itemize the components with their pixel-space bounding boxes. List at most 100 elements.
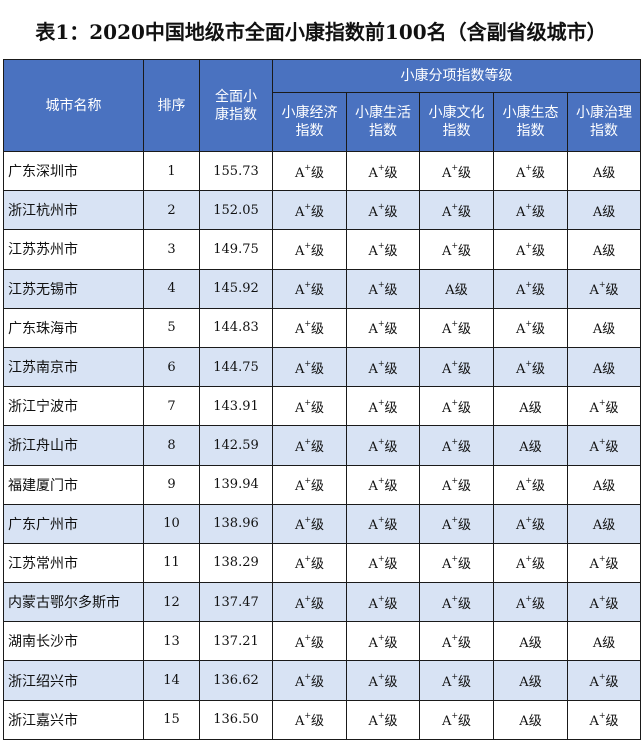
grade-cell: A+级 <box>272 268 347 309</box>
table-body: 广东深圳市 1 155.73 A+级 A+级 A+级 A+级 A级 浙江杭州市 2 152.05 A+… <box>3 150 642 740</box>
index-cell: 145.92 <box>199 268 273 309</box>
grade-cell: A+级 <box>272 503 347 544</box>
index-cell: 144.83 <box>199 307 273 348</box>
grade-cell: A+级 <box>346 268 420 309</box>
grade-cell: A+级 <box>419 464 494 505</box>
grade-cell: A+级 <box>419 150 494 192</box>
grade-cell: A级 <box>566 190 642 231</box>
index-cell: 138.96 <box>199 503 273 544</box>
grade-cell: A+级 <box>419 582 494 623</box>
grade-cell: A+级 <box>346 425 420 466</box>
grade-cell: A级 <box>566 229 642 270</box>
grade-cell: A+级 <box>272 229 347 270</box>
header-sub-label: 小康经济指数 <box>281 105 338 139</box>
header-rank: 排序 <box>143 59 200 152</box>
grade-cell: A+级 <box>566 425 642 466</box>
grade-cell: A+级 <box>493 229 568 270</box>
city-name-cell: 内蒙古鄂尔多斯市 <box>3 582 144 623</box>
grade-cell: A+级 <box>346 621 420 662</box>
grade-cell: A级 <box>493 386 568 427</box>
grade-cell: A+级 <box>346 582 420 623</box>
grade-cell: A+级 <box>493 464 568 505</box>
grade-cell: A+级 <box>419 621 494 662</box>
city-name-cell: 湖南长沙市 <box>3 621 144 662</box>
grade-cell: A+级 <box>419 346 494 388</box>
grade-cell: A+级 <box>346 386 420 427</box>
rank-cell: 5 <box>143 307 200 348</box>
table-row: 广东深圳市 1 155.73 A+级 A+级 A+级 A+级 A级 <box>3 150 642 192</box>
grade-cell: A+级 <box>566 542 642 584</box>
grade-cell: A+级 <box>419 229 494 270</box>
table-row: 浙江杭州市 2 152.05 A+级 A+级 A+级 A+级 A级 <box>3 190 642 231</box>
rank-cell: 10 <box>143 503 200 544</box>
index-cell: 136.62 <box>199 660 273 701</box>
table-row: 福建厦门市 9 139.94 A+级 A+级 A+级 A+级 A级 <box>3 464 642 505</box>
index-cell: 137.47 <box>199 582 273 623</box>
grade-cell: A+级 <box>566 268 642 309</box>
header-sub-label: 小康治理指数 <box>576 105 633 139</box>
grade-cell: A+级 <box>272 699 347 740</box>
city-name-cell: 江苏苏州市 <box>3 229 144 270</box>
grade-cell: A级 <box>493 621 568 662</box>
rank-cell: 8 <box>143 425 200 466</box>
header-sub-governance: 小康治理指数 <box>566 92 642 152</box>
grade-cell: A+级 <box>272 346 347 388</box>
grade-cell: A级 <box>419 268 494 309</box>
grade-cell: A+级 <box>346 346 420 388</box>
grade-cell: A+级 <box>493 307 568 348</box>
grade-cell: A+级 <box>419 699 494 740</box>
table-title: 表1：2020中国地级市全面小康指数前100名（含副省级城市） <box>35 20 607 44</box>
rank-cell: 2 <box>143 190 200 231</box>
grade-cell: A+级 <box>272 542 347 584</box>
table-row: 浙江宁波市 7 143.91 A+级 A+级 A+级 A级 A+级 <box>3 386 642 427</box>
header-sub-economy: 小康经济指数 <box>272 92 347 152</box>
index-cell: 152.05 <box>199 190 273 231</box>
grade-cell: A+级 <box>419 425 494 466</box>
grade-cell: A级 <box>566 150 642 192</box>
grade-cell: A+级 <box>346 229 420 270</box>
header-sub-label: 小康文化指数 <box>428 105 485 139</box>
table-row: 内蒙古鄂尔多斯市 12 137.47 A+级 A+级 A+级 A+级 A+级 <box>3 582 642 623</box>
grade-cell: A+级 <box>272 307 347 348</box>
grade-cell: A+级 <box>566 386 642 427</box>
city-name-cell: 浙江舟山市 <box>3 425 144 466</box>
table-row: 浙江绍兴市 14 136.62 A+级 A+级 A+级 A级 A+级 <box>3 660 642 701</box>
grade-cell: A级 <box>493 660 568 701</box>
rank-cell: 3 <box>143 229 200 270</box>
grade-cell: A级 <box>566 503 642 544</box>
grade-cell: A+级 <box>493 268 568 309</box>
header-index: 全面小康指数 <box>199 59 273 152</box>
index-cell: 137.21 <box>199 621 273 662</box>
grade-cell: A级 <box>566 346 642 388</box>
city-name-cell: 广东珠海市 <box>3 307 144 348</box>
grade-cell: A+级 <box>272 464 347 505</box>
grade-cell: A+级 <box>272 150 347 192</box>
table-row: 湖南长沙市 13 137.21 A+级 A+级 A+级 A级 A级 <box>3 621 642 662</box>
grade-cell: A+级 <box>493 582 568 623</box>
city-name-cell: 广东深圳市 <box>3 150 144 192</box>
index-cell: 143.91 <box>199 386 273 427</box>
grade-cell: A+级 <box>346 307 420 348</box>
grade-cell: A+级 <box>419 307 494 348</box>
grade-cell: A+级 <box>493 190 568 231</box>
index-cell: 142.59 <box>199 425 273 466</box>
grade-cell: A+级 <box>346 542 420 584</box>
grade-cell: A+级 <box>272 425 347 466</box>
city-name-cell: 江苏南京市 <box>3 346 144 388</box>
city-name-cell: 广东广州市 <box>3 503 144 544</box>
rank-cell: 1 <box>143 150 200 192</box>
table-row: 江苏苏州市 3 149.75 A+级 A+级 A+级 A+级 A级 <box>3 229 642 270</box>
table-row: 广东广州市 10 138.96 A+级 A+级 A+级 A+级 A级 <box>3 503 642 544</box>
grade-cell: A+级 <box>346 190 420 231</box>
grade-cell: A+级 <box>566 699 642 740</box>
header-sub-label: 小康生态指数 <box>502 105 559 139</box>
city-name-cell: 浙江绍兴市 <box>3 660 144 701</box>
grade-cell: A级 <box>493 699 568 740</box>
rank-cell: 4 <box>143 268 200 309</box>
header-index-label: 全面小康指数 <box>215 88 257 123</box>
city-name-cell: 浙江嘉兴市 <box>3 699 144 740</box>
city-name-cell: 江苏无锡市 <box>3 268 144 309</box>
ranking-table: 城市名称 排序 全面小康指数 小康分项指数等级 小康经济指数 小康生活指数 小康… <box>3 59 642 740</box>
grade-cell: A+级 <box>566 660 642 701</box>
rank-cell: 11 <box>143 542 200 584</box>
